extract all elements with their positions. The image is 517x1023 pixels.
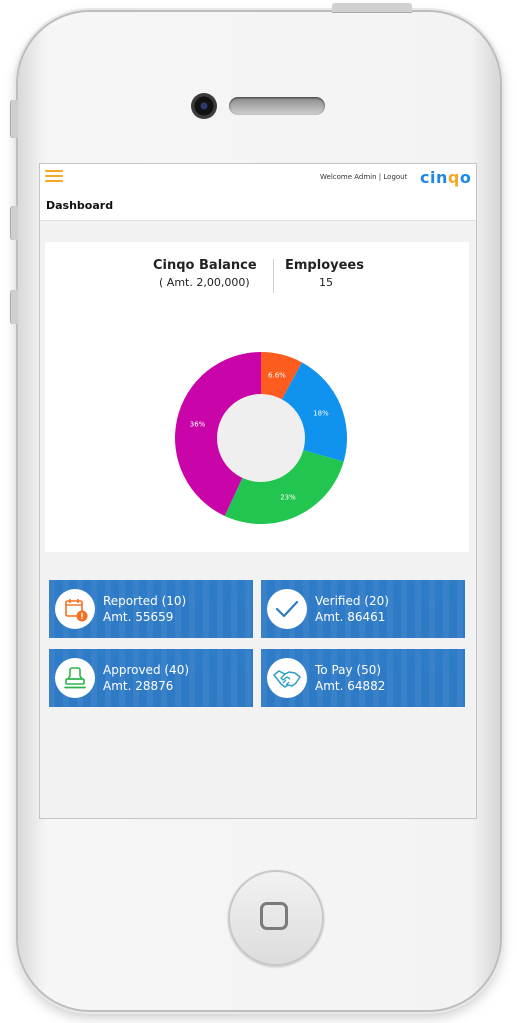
balance-label: Cinqo Balance xyxy=(153,258,257,273)
app-screen: Welcome Admin | Logout cinqo Dashboard C… xyxy=(39,163,477,819)
handshake-icon xyxy=(273,670,301,688)
logo-text-part1: cin xyxy=(420,168,448,187)
verified-amount: Amt. 86461 xyxy=(315,610,386,624)
donut-slice-label-1: 18% xyxy=(313,409,329,417)
calendar-alert-icon xyxy=(65,599,88,622)
reported-icon-circle xyxy=(55,589,95,629)
expense-donut-chart: 6.6% 18% 23% 36% xyxy=(175,352,347,524)
approved-icon-circle xyxy=(55,658,95,698)
logo-text-part2: q xyxy=(447,168,460,187)
verified-icon-circle xyxy=(267,589,307,629)
reported-tile[interactable]: Reported (10) Amt. 55659 xyxy=(49,580,253,638)
reported-title: Reported (10) xyxy=(103,594,187,608)
topay-tile[interactable]: To Pay (50) Amt. 64882 xyxy=(261,649,465,707)
donut-slice-label-3: 36% xyxy=(190,420,206,428)
approved-tile[interactable]: Approved (40) Amt. 28876 xyxy=(49,649,253,707)
employees-count: 15 xyxy=(319,276,333,289)
welcome-separator: | xyxy=(378,173,382,181)
mute-switch[interactable] xyxy=(10,100,18,138)
power-button[interactable] xyxy=(332,3,412,13)
speaker-grille xyxy=(229,97,325,115)
topay-icon-circle xyxy=(267,658,307,698)
donut-hole xyxy=(217,394,305,482)
logout-link[interactable]: Logout xyxy=(383,173,408,181)
approved-amount: Amt. 28876 xyxy=(103,679,174,693)
front-camera xyxy=(191,93,217,119)
welcome-text: Welcome Admin | Logout xyxy=(320,173,407,181)
summary-divider xyxy=(273,259,274,293)
verified-title: Verified (20) xyxy=(315,594,389,608)
reported-amount: Amt. 55659 xyxy=(103,610,174,624)
balance-amount: ( Amt. 2,00,000) xyxy=(159,276,250,289)
summary-card: Cinqo Balance ( Amt. 2,00,000) Employees… xyxy=(45,242,469,552)
welcome-label: Welcome Admin xyxy=(320,173,377,181)
top-bar: Welcome Admin | Logout cinqo xyxy=(40,164,476,193)
cinqo-logo: cinqo xyxy=(420,168,471,187)
title-bar: Dashboard xyxy=(40,192,476,221)
stamp-icon xyxy=(64,667,86,689)
donut-slice-label-0: 6.6% xyxy=(268,371,286,379)
topay-amount: Amt. 64882 xyxy=(315,679,386,693)
volume-up-button[interactable] xyxy=(10,206,18,240)
employees-label: Employees xyxy=(285,258,364,273)
home-square-icon xyxy=(260,902,288,930)
page-title: Dashboard xyxy=(46,199,114,212)
home-button[interactable] xyxy=(228,870,324,966)
donut-slice-label-2: 23% xyxy=(280,494,296,502)
volume-down-button[interactable] xyxy=(10,290,18,324)
approved-title: Approved (40) xyxy=(103,663,190,677)
topay-title: To Pay (50) xyxy=(315,663,382,677)
checkmark-icon xyxy=(275,600,299,618)
verified-tile[interactable]: Verified (20) Amt. 86461 xyxy=(261,580,465,638)
logo-text-part3: o xyxy=(459,168,472,187)
hamburger-menu-icon[interactable] xyxy=(45,170,63,184)
